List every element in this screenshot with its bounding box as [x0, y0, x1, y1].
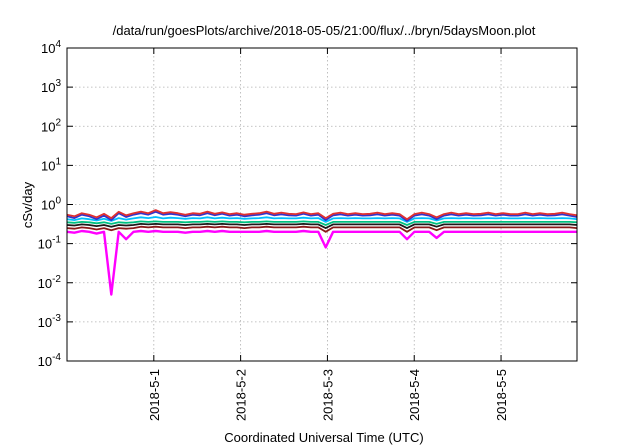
grid — [67, 48, 577, 361]
y-tick-label: 10-3 — [38, 313, 62, 330]
y-tick-label: 100 — [41, 196, 61, 213]
series-layer — [66, 209, 578, 296]
series-line-3 — [66, 222, 578, 230]
series-line-7 — [66, 209, 578, 221]
series-line-5 — [66, 216, 578, 223]
x-tick-label: 2018-5-2 — [234, 369, 249, 421]
y-axis-label: cSv/day — [20, 181, 35, 228]
x-tick-label: 2018-5-5 — [494, 369, 509, 421]
x-axis-label: Coordinated Universal Time (UTC) — [224, 430, 423, 445]
series-line-2 — [66, 225, 578, 233]
x-tick-label: 2018-5-4 — [407, 369, 422, 421]
x-tick-label: 2018-5-3 — [320, 369, 335, 421]
y-tick-label: 10-4 — [38, 352, 62, 369]
x-tick-label: 2018-5-1 — [147, 369, 162, 421]
y-tick-label: 10-1 — [38, 235, 62, 252]
chart-title: /data/run/goesPlots/archive/2018-05-05/2… — [113, 23, 536, 38]
y-tick-labels: 10-4 10-3 10-2 10-1 100 101 102 103 104 — [38, 39, 62, 369]
y-tick-label: 103 — [41, 78, 61, 95]
series-line-1 — [66, 229, 577, 296]
x-tick-labels: 2018-5-1 2018-5-2 2018-5-3 2018-5-4 2018-5-5 — [147, 369, 509, 421]
series-line-4 — [66, 220, 578, 226]
y-tick-label: 10-2 — [38, 274, 62, 291]
y-tick-label: 101 — [41, 156, 61, 173]
axis-ticks — [67, 47, 577, 362]
series-line-6 — [66, 210, 578, 222]
y-tick-label: 102 — [41, 117, 61, 134]
y-tick-label: 104 — [41, 39, 61, 56]
